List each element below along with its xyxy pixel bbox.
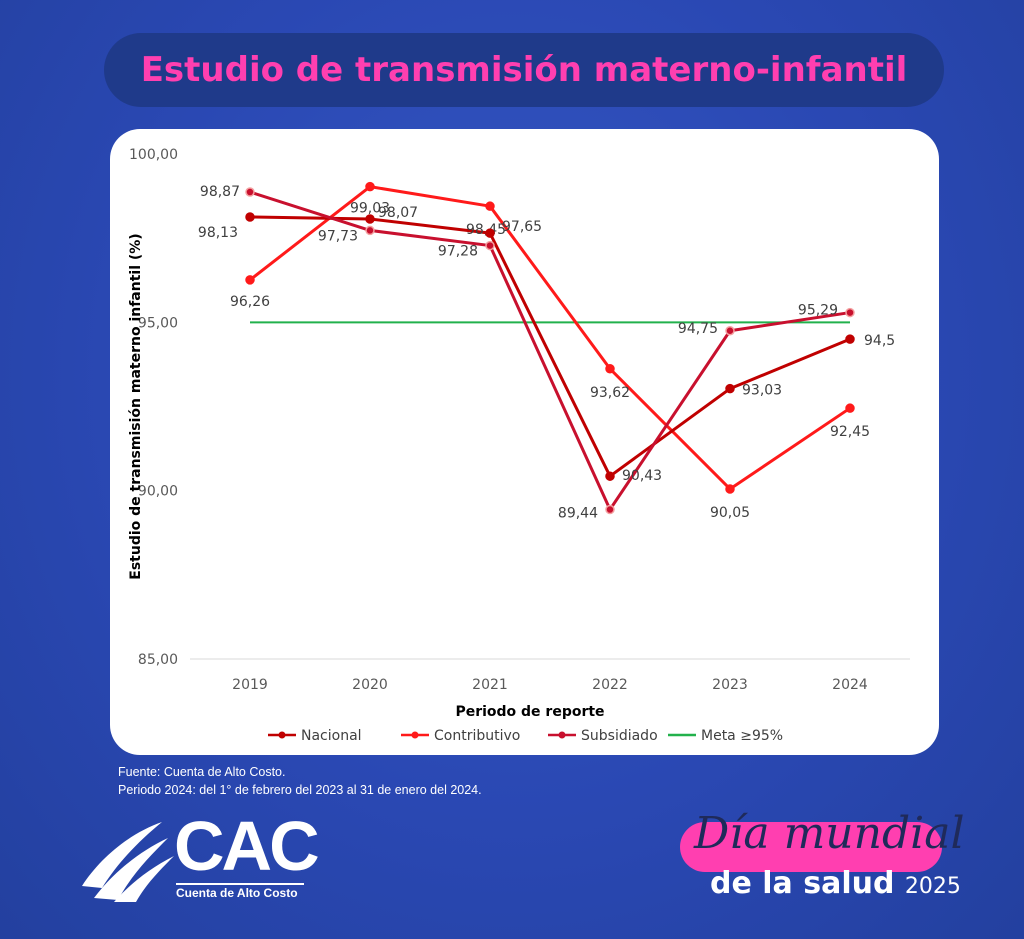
data-point bbox=[485, 228, 495, 238]
source-notes: Fuente: Cuenta de Alto Costo. Periodo 20… bbox=[118, 763, 482, 799]
data-point bbox=[365, 181, 375, 192]
chart-card: 85,00 90,00 95,00 100,00 2019 2020 2021 2022 202… bbox=[110, 129, 939, 755]
y-tick-label: 85,00 bbox=[138, 652, 178, 668]
data-point bbox=[245, 212, 255, 222]
line-chart: 85,00 90,00 95,00 100,00 2019 2020 2021 2022 202… bbox=[128, 147, 910, 744]
data-label: 93,62 bbox=[590, 385, 630, 401]
data-point bbox=[605, 364, 615, 374]
legend-label: Contributivo bbox=[434, 728, 520, 744]
legend-label: Subsidiado bbox=[581, 728, 658, 744]
data-point bbox=[845, 307, 855, 318]
legend-label: Nacional bbox=[301, 728, 362, 744]
campaign-badge: Día mundial de la salud 2025 bbox=[676, 808, 976, 908]
period-note: Periodo 2024: del 1° de febrero del 2023… bbox=[118, 783, 482, 797]
data-point bbox=[245, 275, 255, 285]
y-tick-label: 100,00 bbox=[129, 147, 178, 163]
data-point bbox=[605, 504, 615, 515]
data-point bbox=[245, 187, 255, 197]
legend-label: Meta ≥95% bbox=[701, 728, 783, 744]
x-tick-label: 2021 bbox=[472, 677, 508, 693]
data-label: 90,05 bbox=[710, 505, 750, 521]
data-label: 95,29 bbox=[798, 303, 838, 319]
data-label: 96,26 bbox=[230, 294, 270, 310]
cac-swoosh-icon bbox=[82, 822, 174, 902]
data-label: 99,03 bbox=[350, 201, 390, 217]
x-tick-label: 2024 bbox=[832, 677, 868, 693]
data-label: 92,45 bbox=[830, 424, 870, 440]
data-point bbox=[485, 201, 495, 211]
data-point bbox=[365, 214, 375, 224]
data-point bbox=[725, 484, 735, 494]
data-label: 98,07 bbox=[378, 205, 418, 221]
campaign-line2-text: de la salud bbox=[710, 866, 895, 901]
data-label: 90,43 bbox=[622, 468, 662, 484]
x-tick-label: 2019 bbox=[232, 677, 268, 693]
data-point bbox=[605, 471, 615, 481]
data-label: 98,87 bbox=[200, 184, 240, 200]
logo-name: Cuenta de Alto Costo bbox=[176, 883, 304, 900]
data-point bbox=[845, 403, 855, 413]
x-tick-label: 2020 bbox=[352, 677, 388, 693]
data-point bbox=[365, 225, 375, 236]
data-label: 98,45 bbox=[466, 222, 506, 238]
legend-marker bbox=[411, 731, 419, 739]
series-line-subsidiado bbox=[249, 190, 851, 512]
campaign-line1: Día mundial bbox=[694, 808, 965, 859]
y-tick-label: 95,00 bbox=[138, 315, 178, 331]
data-point bbox=[725, 326, 735, 336]
series-line-contributivo bbox=[249, 185, 851, 491]
x-tick-label: 2022 bbox=[592, 677, 628, 693]
campaign-year: 2025 bbox=[904, 874, 961, 899]
source-line: Fuente: Cuenta de Alto Costo. bbox=[118, 765, 286, 779]
data-point bbox=[845, 334, 855, 344]
data-label: 97,28 bbox=[438, 244, 478, 260]
y-axis-title: Estudio de transmisión materno infantil … bbox=[128, 233, 144, 579]
logo-initials: CAC bbox=[174, 807, 320, 885]
legend-marker bbox=[558, 731, 566, 739]
page-title: Estudio de transmisión materno-infantil bbox=[140, 50, 908, 90]
x-axis-title: Periodo de reporte bbox=[455, 704, 604, 720]
title-banner: Estudio de transmisión materno-infantil bbox=[104, 33, 944, 107]
campaign-line2: de la salud 2025 bbox=[710, 866, 961, 901]
legend-marker bbox=[278, 731, 286, 739]
data-label: 94,5 bbox=[864, 333, 895, 349]
data-label: 97,65 bbox=[502, 219, 542, 235]
data-label: 98,13 bbox=[198, 225, 238, 241]
data-label: 89,44 bbox=[558, 506, 598, 522]
y-tick-label: 90,00 bbox=[138, 484, 178, 500]
series-line-nacional bbox=[249, 215, 851, 478]
campaign-pill bbox=[680, 822, 942, 872]
data-point bbox=[485, 240, 495, 251]
data-label: 93,03 bbox=[742, 383, 782, 399]
data-label: 97,73 bbox=[318, 228, 358, 244]
x-tick-label: 2023 bbox=[712, 677, 748, 693]
data-point bbox=[725, 383, 735, 394]
data-label: 94,75 bbox=[678, 321, 718, 337]
